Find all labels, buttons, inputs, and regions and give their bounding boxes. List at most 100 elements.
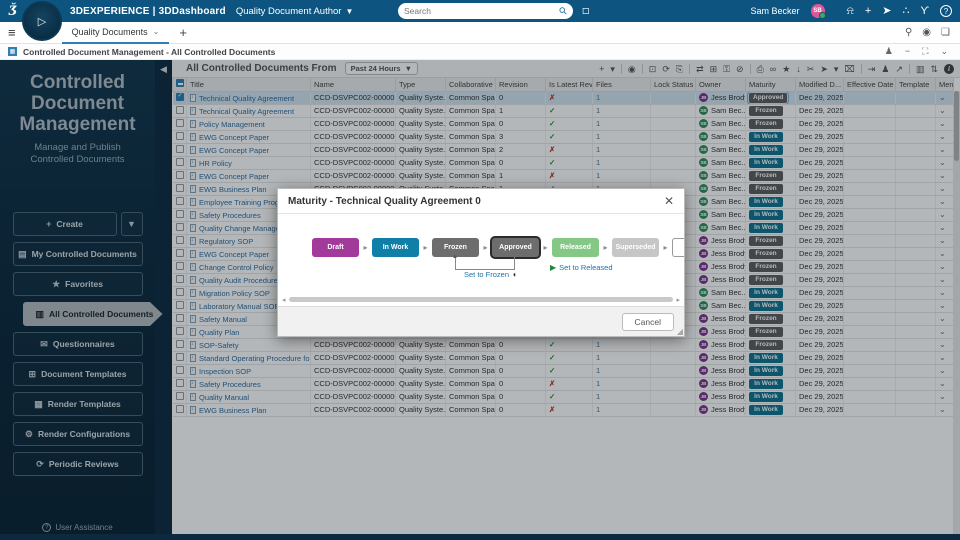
set-to-released-action[interactable]: ▶ Set to Released [550,263,613,272]
share-icon[interactable]: ➤ [882,4,892,17]
table-row[interactable]: Technical Quality Agreement CCD-DSVPC002-… [172,91,954,105]
table-row[interactable]: Quality Manual CCD-DSVPC002-0000005Qualit… [172,390,954,404]
document-title-link[interactable]: Quality Plan [199,327,240,337]
download-icon[interactable]: ↓ [796,63,801,74]
row-checkbox-cell[interactable] [172,156,187,170]
maturity-state-superseded[interactable]: Superseded [612,238,659,257]
document-title-link[interactable]: SOP-Safety [199,340,239,350]
maturity-badge[interactable]: Frozen [749,118,783,129]
maturity-badge[interactable]: Frozen [749,183,783,194]
document-title-link[interactable]: Technical Quality Agreement [199,93,295,103]
disconnect-icon[interactable]: ⊘ [736,63,744,74]
maturity-state-approved[interactable]: Approved [492,238,539,257]
row-checkbox[interactable] [175,235,184,244]
table-row[interactable]: EWG Business Plan CCD-DSVPC002-0000004Qua… [172,403,954,417]
collapse-icon[interactable]: ⌄ [940,46,948,56]
exit-icon[interactable]: ⇥ [867,63,876,74]
document-title-link[interactable]: EWG Concept Paper [199,145,270,155]
dialog-hscrollbar[interactable]: ◂ ▸ [278,293,684,306]
document-title-link[interactable]: Employee Training Program SOP [199,197,310,207]
search-input[interactable] [404,6,560,16]
row-menu-icon[interactable]: ⌄ [939,275,946,284]
document-title-link[interactable]: Quality Change Management [199,223,297,233]
row-checkbox-cell[interactable] [172,117,187,131]
row-checkbox[interactable] [175,92,184,101]
document-title-link[interactable]: Quality Audit Procedure [199,275,278,285]
row-menu-icon[interactable]: ⌄ [939,301,946,310]
document-title-link[interactable]: EWG Concept Paper [199,171,270,181]
maturity-badge[interactable]: Frozen [749,248,783,259]
link-icon[interactable]: ∞ [769,63,777,74]
row-checkbox-cell[interactable] [172,104,187,118]
document-title-link[interactable]: EWG Concept Paper [199,249,270,259]
add-caret-icon[interactable]: ▾ [610,63,615,74]
column-header-name[interactable]: Name [310,78,396,92]
select-all-checkbox[interactable] [172,78,187,92]
row-checkbox-cell[interactable] [172,91,187,105]
sidebar-item-periodic-reviews[interactable]: ⟳ Periodic Reviews [12,452,143,476]
key-icon[interactable]: ⚿ [723,63,731,74]
maturity-badge[interactable]: Frozen [749,105,783,116]
row-checkbox[interactable] [175,170,184,179]
column-header-modified-d-[interactable]: Modified D... ⇅ [795,78,844,92]
add-icon[interactable]: + [599,63,605,74]
columns-icon[interactable]: ▥ [915,63,925,74]
row-checkbox-cell[interactable] [172,364,187,378]
user-action-icon[interactable]: ♟ [884,46,893,56]
row-checkbox[interactable] [175,248,184,257]
row-menu-icon[interactable]: ⌄ [939,132,946,141]
maturity-badge[interactable]: In Work [749,378,783,389]
document-title-link[interactable]: Safety Procedures [199,210,261,220]
document-title-link[interactable]: Migration Policy SOP [199,288,270,298]
row-checkbox[interactable] [175,391,184,400]
time-filter-dropdown[interactable]: Past 24 Hours ▼ [344,62,419,75]
row-checkbox[interactable] [175,313,184,322]
row-menu-icon[interactable]: ⌄ [939,379,946,388]
export-doc-icon[interactable]: ⎘ [675,63,684,74]
document-title-link[interactable]: HR Policy [199,158,232,168]
row-checkbox-cell[interactable] [172,273,187,287]
table-row[interactable]: EWG Concept Paper CCD-DSVPC002-0000006Qua… [172,169,954,183]
table-row[interactable]: Safety Procedures CCD-DSVPC002-0000007Qua… [172,377,954,391]
row-checkbox[interactable] [175,378,184,387]
row-checkbox[interactable] [175,365,184,374]
row-checkbox[interactable] [175,287,184,296]
scroll-left-icon[interactable]: ◂ [282,296,286,304]
row-checkbox-cell[interactable] [172,130,187,144]
create-dropdown-button[interactable]: ▼ [120,212,143,236]
tab-quality-documents[interactable]: Quality Documents ⌄ [61,22,170,44]
row-checkbox-cell[interactable] [172,312,187,326]
document-title-link[interactable]: Quality Manual [199,392,250,402]
row-checkbox[interactable] [175,118,184,127]
sidebar-item-render-configurations[interactable]: ⚙ Render Configurations [12,422,143,446]
row-checkbox-cell[interactable] [172,195,187,209]
row-menu-icon[interactable]: ⌄ [939,392,946,401]
maturity-badge[interactable]: In Work [749,222,783,233]
maturity-badge[interactable]: Frozen [749,326,783,337]
table-scrollbar[interactable] [953,91,960,540]
reserve-icon[interactable]: ⟳ [662,63,670,74]
column-header-is-latest-revis-[interactable]: Is Latest Revis... [545,78,593,92]
row-menu-icon[interactable]: ⌄ [939,236,946,245]
favorite-icon[interactable]: ★ [782,63,791,74]
minimize-icon[interactable]: − [904,46,911,56]
column-header-menu[interactable]: Menu [935,78,954,92]
collapse-sidebar-icon[interactable]: ◀ [160,64,167,74]
row-checkbox-cell[interactable] [172,260,187,274]
hscroll-track[interactable] [288,297,674,302]
global-search[interactable]: ⚲ [398,3,573,19]
forward-icon[interactable]: ↗ [895,63,903,74]
column-header-maturity[interactable]: Maturity [745,78,796,92]
delete-icon[interactable]: ⌧ [844,63,855,74]
scrollbar-thumb[interactable] [954,91,959,161]
table-row[interactable]: Policy Management CCD-DSVPC002-0000021Qua… [172,117,954,131]
row-checkbox-cell[interactable] [172,286,187,300]
notification-icon[interactable]: ⍾ [846,4,854,17]
maturity-badge[interactable]: In Work [749,404,783,415]
row-checkbox-cell[interactable] [172,377,187,391]
row-menu-icon[interactable]: ⌄ [939,93,946,102]
row-menu-icon[interactable]: ⌄ [939,340,946,349]
user-assistance[interactable]: ? User Assistance [42,523,113,532]
maximize-icon[interactable]: ⛶ [922,46,929,56]
